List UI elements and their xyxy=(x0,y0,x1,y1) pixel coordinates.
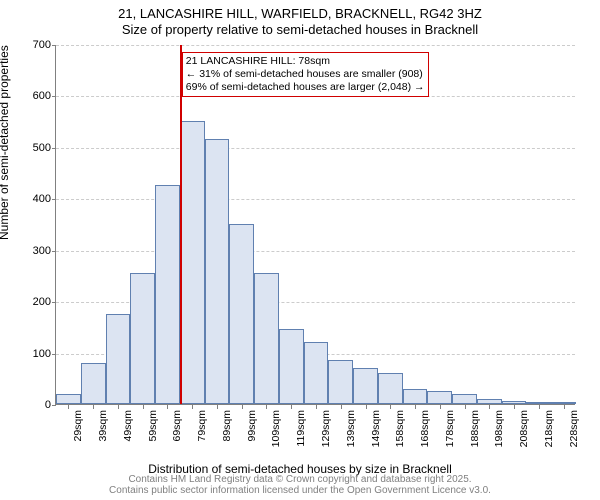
histogram-bar xyxy=(81,363,106,404)
histogram-bar xyxy=(56,394,81,404)
chart-footer: Contains HM Land Registry data © Crown c… xyxy=(0,474,600,496)
x-tick-label: 49sqm xyxy=(122,404,134,454)
histogram-bar xyxy=(254,273,279,404)
histogram-bar xyxy=(353,368,378,404)
x-tick-label: 39sqm xyxy=(97,404,109,454)
footer-line2: Contains public sector information licen… xyxy=(0,485,600,496)
x-tick-label: 198sqm xyxy=(493,404,505,454)
annotation-line: 69% of semi-detached houses are larger (… xyxy=(186,81,425,94)
x-tick-label: 29sqm xyxy=(72,404,84,454)
x-tick-label: 168sqm xyxy=(419,404,431,454)
x-tick-label: 228sqm xyxy=(568,404,580,454)
histogram-bar xyxy=(229,224,254,404)
histogram-bar xyxy=(106,314,131,404)
x-tick-mark xyxy=(390,405,391,409)
x-tick-label: 109sqm xyxy=(270,404,282,454)
y-tick-label: 100 xyxy=(26,348,56,360)
histogram-bar xyxy=(155,185,180,404)
x-tick-label: 89sqm xyxy=(221,404,233,454)
x-tick-label: 139sqm xyxy=(345,404,357,454)
histogram-bar xyxy=(205,139,230,404)
footer-line1: Contains HM Land Registry data © Crown c… xyxy=(0,474,600,485)
x-tick-mark xyxy=(489,405,490,409)
x-tick-mark xyxy=(266,405,267,409)
plot-area: 010020030040050060070029sqm39sqm49sqm59s… xyxy=(55,45,575,405)
x-tick-mark xyxy=(564,405,565,409)
x-tick-mark xyxy=(291,405,292,409)
x-tick-mark xyxy=(143,405,144,409)
x-tick-label: 178sqm xyxy=(444,404,456,454)
x-tick-label: 149sqm xyxy=(370,404,382,454)
histogram-bar xyxy=(403,389,428,404)
histogram-bar xyxy=(279,329,304,404)
histogram-bar xyxy=(180,121,205,404)
x-tick-mark xyxy=(440,405,441,409)
x-tick-label: 99sqm xyxy=(246,404,258,454)
x-tick-mark xyxy=(316,405,317,409)
histogram-bar xyxy=(130,273,155,404)
x-tick-label: 69sqm xyxy=(171,404,183,454)
histogram-bar xyxy=(328,360,353,404)
x-tick-label: 208sqm xyxy=(518,404,530,454)
x-tick-label: 79sqm xyxy=(196,404,208,454)
y-tick-label: 300 xyxy=(26,245,56,257)
annotation-line: ← 31% of semi-detached houses are smalle… xyxy=(186,68,425,81)
y-tick-label: 200 xyxy=(26,296,56,308)
x-tick-mark xyxy=(465,405,466,409)
y-tick-label: 500 xyxy=(26,142,56,154)
y-tick-label: 400 xyxy=(26,193,56,205)
grid-line xyxy=(56,199,575,200)
x-tick-mark xyxy=(93,405,94,409)
y-axis-label: Number of semi-detached properties xyxy=(0,45,11,240)
x-tick-mark xyxy=(341,405,342,409)
y-tick-label: 0 xyxy=(26,399,56,411)
chart-title-line2: Size of property relative to semi-detach… xyxy=(0,22,600,37)
x-tick-label: 59sqm xyxy=(147,404,159,454)
x-tick-mark xyxy=(167,405,168,409)
x-tick-mark xyxy=(539,405,540,409)
x-tick-label: 129sqm xyxy=(320,404,332,454)
x-tick-mark xyxy=(217,405,218,409)
histogram-bar xyxy=(427,391,452,404)
x-tick-mark xyxy=(118,405,119,409)
histogram-bar xyxy=(304,342,329,404)
y-tick-label: 600 xyxy=(26,90,56,102)
reference-line xyxy=(180,45,182,404)
x-tick-label: 218sqm xyxy=(543,404,555,454)
histogram-bar xyxy=(452,394,477,404)
x-tick-mark xyxy=(415,405,416,409)
grid-line xyxy=(56,148,575,149)
x-tick-mark xyxy=(242,405,243,409)
annotation-box: 21 LANCASHIRE HILL: 78sqm← 31% of semi-d… xyxy=(182,52,429,97)
x-tick-mark xyxy=(366,405,367,409)
x-tick-label: 158sqm xyxy=(394,404,406,454)
annotation-line: 21 LANCASHIRE HILL: 78sqm xyxy=(186,55,425,68)
grid-line xyxy=(56,45,575,46)
x-tick-mark xyxy=(514,405,515,409)
x-tick-mark xyxy=(192,405,193,409)
x-tick-mark xyxy=(68,405,69,409)
grid-line xyxy=(56,251,575,252)
chart-title-line1: 21, LANCASHIRE HILL, WARFIELD, BRACKNELL… xyxy=(0,6,600,21)
y-tick-label: 700 xyxy=(26,39,56,51)
histogram-bar xyxy=(378,373,403,404)
x-tick-label: 188sqm xyxy=(469,404,481,454)
x-tick-label: 119sqm xyxy=(295,404,307,454)
